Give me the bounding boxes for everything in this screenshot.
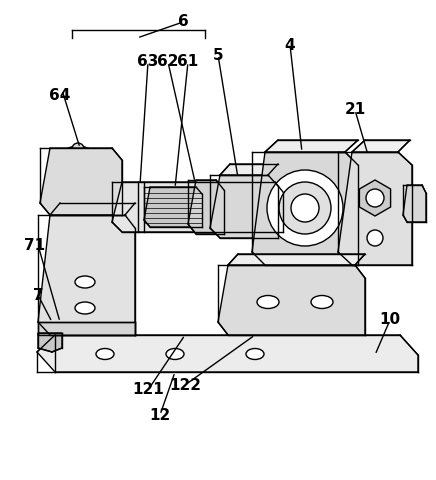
Polygon shape	[188, 180, 224, 234]
Circle shape	[87, 149, 99, 161]
Circle shape	[279, 182, 331, 234]
Text: 64: 64	[49, 87, 71, 103]
Polygon shape	[38, 333, 62, 352]
Circle shape	[366, 189, 384, 207]
Polygon shape	[220, 164, 278, 175]
Polygon shape	[144, 187, 202, 227]
Polygon shape	[265, 140, 358, 152]
Circle shape	[72, 185, 84, 197]
Ellipse shape	[96, 348, 114, 360]
Polygon shape	[352, 140, 410, 152]
Ellipse shape	[246, 348, 264, 360]
Circle shape	[87, 179, 99, 191]
Polygon shape	[112, 182, 283, 232]
Polygon shape	[38, 322, 135, 335]
Text: 4: 4	[285, 37, 295, 52]
Ellipse shape	[311, 296, 333, 309]
Text: 63: 63	[137, 55, 159, 70]
Polygon shape	[218, 265, 365, 335]
Text: 10: 10	[379, 312, 401, 327]
Polygon shape	[403, 185, 426, 222]
Text: 61: 61	[177, 55, 199, 70]
Text: 7: 7	[33, 288, 43, 302]
Polygon shape	[50, 203, 135, 215]
Polygon shape	[338, 152, 412, 265]
Circle shape	[57, 149, 69, 161]
Circle shape	[367, 230, 383, 246]
Polygon shape	[210, 175, 278, 238]
Circle shape	[267, 170, 343, 246]
Polygon shape	[359, 180, 391, 216]
Polygon shape	[38, 215, 135, 335]
Text: 5: 5	[213, 48, 223, 62]
Ellipse shape	[75, 276, 95, 288]
Circle shape	[67, 159, 89, 181]
Circle shape	[51, 164, 63, 176]
Polygon shape	[40, 148, 122, 215]
Text: 12: 12	[150, 408, 170, 422]
Ellipse shape	[75, 302, 95, 314]
Text: 121: 121	[132, 383, 164, 397]
Text: 21: 21	[344, 103, 366, 118]
Ellipse shape	[257, 296, 279, 309]
Polygon shape	[228, 254, 365, 265]
Polygon shape	[37, 335, 418, 372]
Text: 6: 6	[177, 14, 188, 29]
Text: 71: 71	[24, 238, 46, 252]
Circle shape	[93, 164, 105, 176]
Text: 62: 62	[157, 55, 179, 70]
Circle shape	[72, 143, 84, 155]
Text: 122: 122	[169, 377, 201, 393]
Circle shape	[57, 179, 69, 191]
Polygon shape	[252, 152, 358, 265]
Circle shape	[54, 146, 102, 194]
Circle shape	[291, 194, 319, 222]
Ellipse shape	[166, 348, 184, 360]
